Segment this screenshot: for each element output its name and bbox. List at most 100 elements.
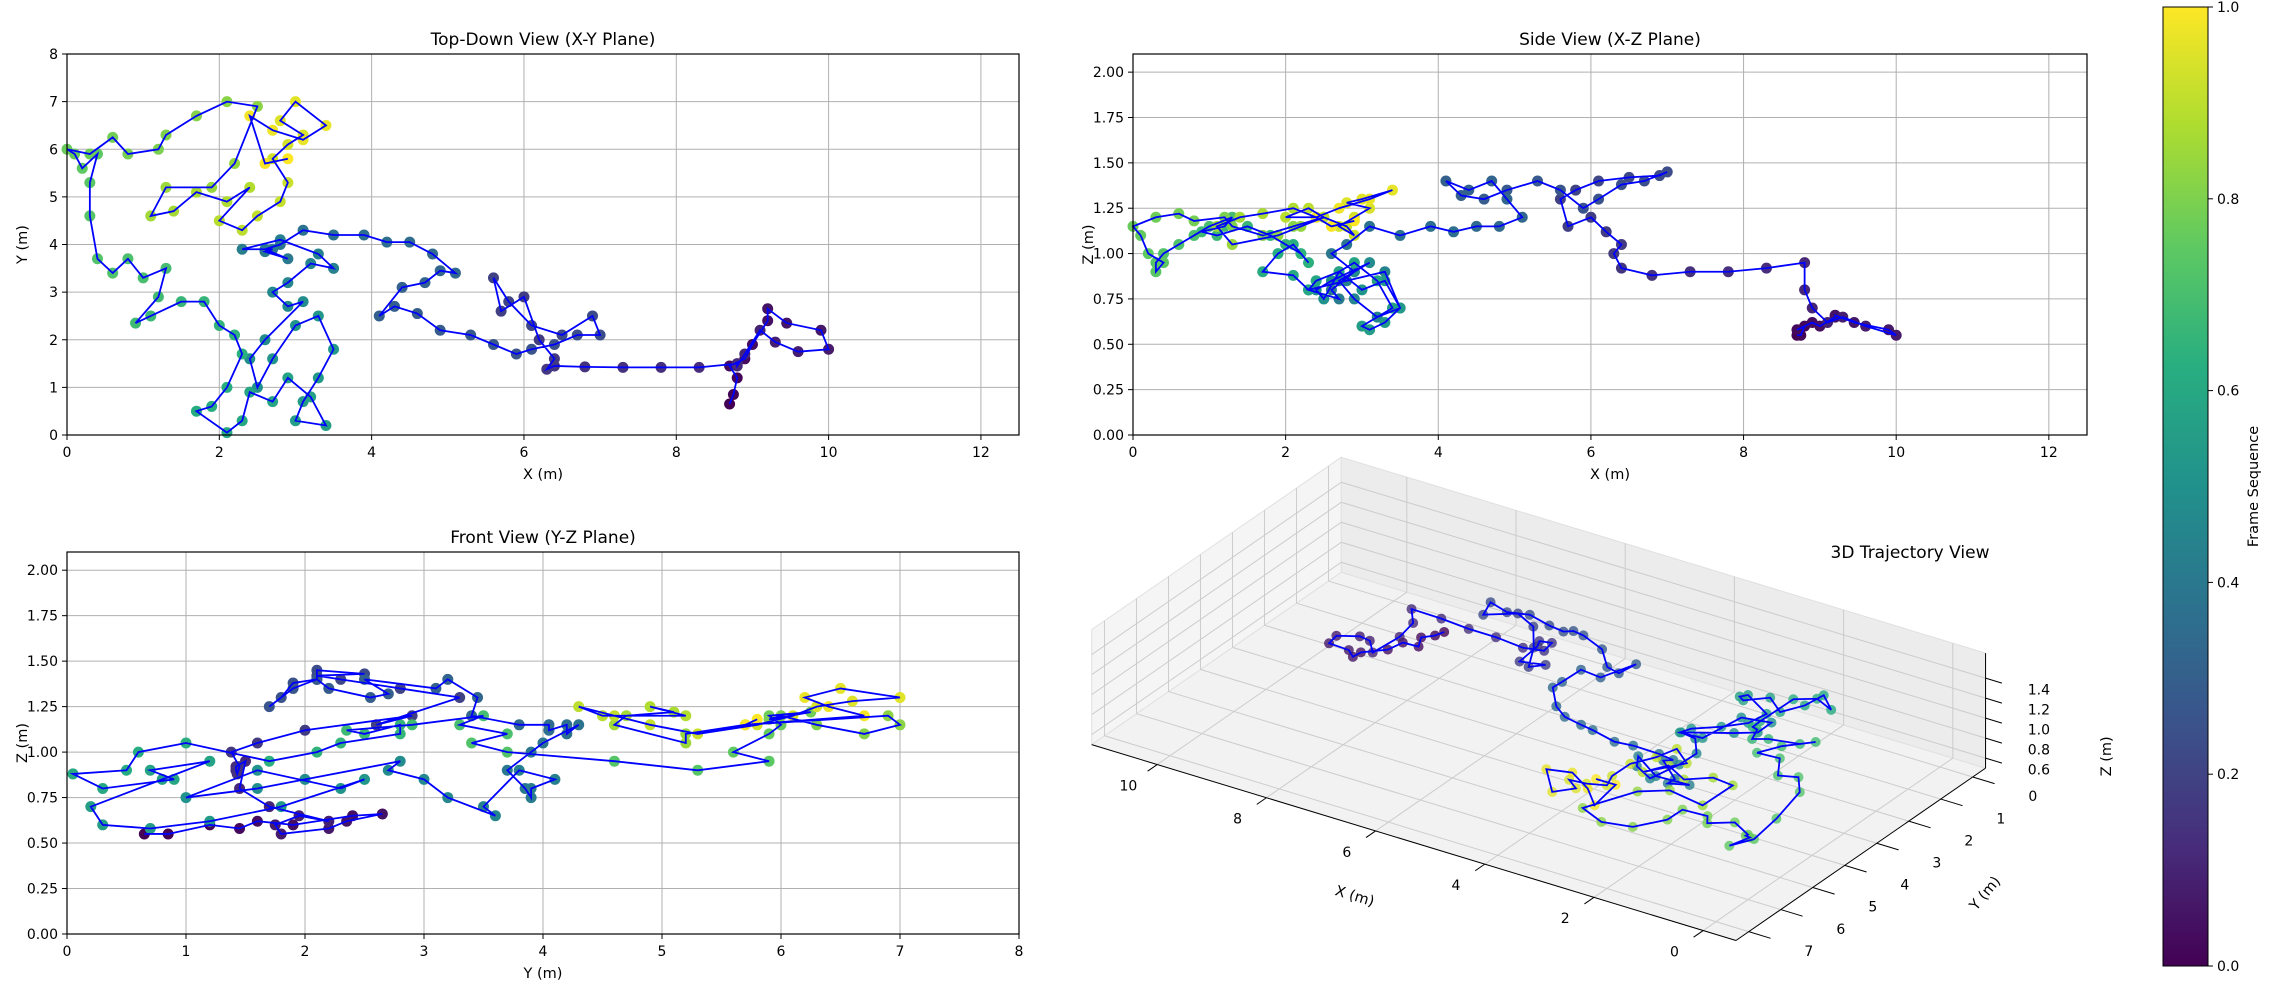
x-tick-label: 1: [182, 944, 191, 960]
x-tick-label: 2: [1281, 445, 1290, 461]
y-tick-label: 1.00: [27, 745, 58, 761]
y-axis-label: Y (m): [1966, 874, 2004, 915]
x-tick-label: 8: [1739, 445, 1748, 461]
x-tick-label: 12: [2040, 445, 2058, 461]
y-tick: [1748, 931, 1771, 939]
x-tick-label: 12: [972, 445, 990, 461]
y-tick-label: 7: [1804, 944, 1813, 960]
y-tick-label: 0: [2028, 789, 2037, 805]
grid-line-y: [1328, 580, 1973, 778]
x-tick-label: 8: [1015, 944, 1024, 960]
y-tick-label: 4: [1900, 878, 1909, 894]
x-tick-label: 0: [1670, 944, 1679, 960]
x-tick-label: 4: [367, 445, 376, 461]
z-axis-label: Z (m): [2099, 736, 2115, 776]
chart-title: Top-Down View (X-Y Plane): [430, 30, 656, 50]
x-tick-label: 4: [1452, 878, 1461, 894]
z-tick-label: 0.6: [2028, 763, 2050, 779]
x-axis-label: Y (m): [523, 966, 563, 982]
x-tick-label: 8: [1233, 812, 1242, 828]
colorbar-tick-label: 0.8: [2217, 192, 2239, 208]
colorbar-tick-label: 0.0: [2217, 959, 2239, 975]
y-tick: [1908, 820, 1931, 829]
y-tick-label: 5: [49, 190, 58, 206]
x-axis-label: X (m): [1590, 467, 1630, 483]
x-tick-label: 2: [1561, 911, 1570, 927]
trajectory-line: [66, 100, 830, 434]
grid-line-x: [1266, 624, 1517, 799]
y-axis-label: Z (m): [1081, 225, 1097, 265]
x-axis-label: X (m): [523, 467, 563, 483]
y-axis-label: Y (m): [15, 225, 31, 265]
x-tick-label: 4: [539, 944, 548, 960]
panel-side: 0 2 4 6 8 10 12 0.00 0.25 0.50 0.75 1.00 1.25 1.50 1.7…: [1081, 30, 2088, 483]
y-tick-label: 2.00: [1093, 65, 1124, 81]
y-tick: [1844, 864, 1867, 873]
colorbar-tick-label: 0.4: [2217, 575, 2239, 591]
z-tick-label: 1.2: [2028, 703, 2050, 719]
y-tick-label: 6: [1836, 922, 1845, 938]
grid-line-z: [1091, 521, 1342, 696]
y-tick-label: 0.50: [27, 836, 58, 852]
y-tick-label: 6: [49, 142, 58, 158]
grid-line-x: [1375, 658, 1626, 832]
y-tick: [1940, 798, 1963, 807]
x-tick-label: 10: [1887, 445, 1905, 461]
y-tick-label: 1.50: [1093, 156, 1124, 172]
x-tick-label: 8: [672, 445, 681, 461]
chart-title: 3D Trajectory View: [1831, 543, 1990, 563]
y-tick-label: 2.00: [27, 563, 58, 579]
y-tick-label: 1.00: [1093, 247, 1124, 263]
grid-line-z: [1091, 541, 1342, 716]
grid-line-z: [1341, 501, 1986, 699]
panel-front: 0 1 2 3 4 5 6 7 8 0.00 0.25 0.50 0.75 1.00 1.25 1.50 1.7…: [15, 528, 1023, 982]
y-tick-label: 1.50: [27, 654, 58, 670]
axes-frame: [66, 551, 1020, 935]
x-tick-label: 10: [1119, 778, 1137, 794]
y-axis-label: Z (m): [15, 723, 31, 763]
grid-line-z: [1341, 561, 1986, 759]
z-tick: [1985, 757, 2003, 764]
x-tick-label: 6: [1586, 445, 1595, 461]
grid-line-z: [1091, 501, 1342, 676]
panel-3d: 0 2 4 6 8 10 0 1 2 3 4 5 6 7 0.6 0.8 1.0 1.2 1.4 X (m) Y (m)…: [1090, 456, 2115, 960]
grid-line-y: [1168, 691, 1813, 888]
z-tick: [1985, 677, 2003, 684]
x-tick: [1365, 830, 1376, 838]
x-tick: [1693, 930, 1704, 938]
y-tick-label: 0.50: [1093, 337, 1124, 353]
z-tick: [1985, 737, 2003, 744]
grid-line-z: [1341, 521, 1986, 719]
x-tick: [1474, 863, 1486, 872]
y-tick-label: 1.75: [1093, 111, 1124, 127]
trajectory-line: [69, 669, 903, 835]
y-tick-label: 3: [49, 285, 58, 301]
grid-line-z: [1341, 481, 1986, 679]
y-tick: [1812, 886, 1835, 895]
z-tick-label: 1.0: [2028, 723, 2050, 739]
x-tick: [1256, 797, 1267, 805]
grid-line-x: [1702, 757, 1954, 931]
chart-title: Side View (X-Z Plane): [1519, 30, 1701, 50]
colorbar-tick-label: 0.2: [2217, 767, 2239, 783]
y-tick-label: 0.75: [1093, 292, 1124, 308]
y-tick-label: 0.25: [1093, 383, 1124, 399]
y-tick-label: 4: [49, 238, 58, 254]
colorbar-label: Frame Sequence: [2246, 426, 2262, 547]
y-tick-label: 7: [49, 95, 58, 111]
y-tick-label: 0.25: [27, 882, 58, 898]
plot-area: [1127, 166, 1902, 341]
z-tick-label: 0.8: [2028, 743, 2050, 759]
grid-line-y: [1104, 735, 1749, 933]
colorbar-tick-label: 0.6: [2217, 384, 2239, 400]
chart-title: Front View (Y-Z Plane): [450, 528, 636, 548]
y-tick-label: 1: [49, 380, 58, 396]
grid-line-z: [1091, 561, 1342, 736]
x-tick-label: 0: [63, 445, 72, 461]
y-tick-label: 2: [1964, 833, 1973, 849]
colorbar: 0.0 0.2 0.4 0.6 0.8 1.0 Frame Sequence: [2162, 0, 2262, 975]
colorbar-tick-label: 1.0: [2217, 0, 2239, 16]
grid-line-y: [1200, 669, 1845, 866]
grid-line-z: [1091, 481, 1342, 656]
